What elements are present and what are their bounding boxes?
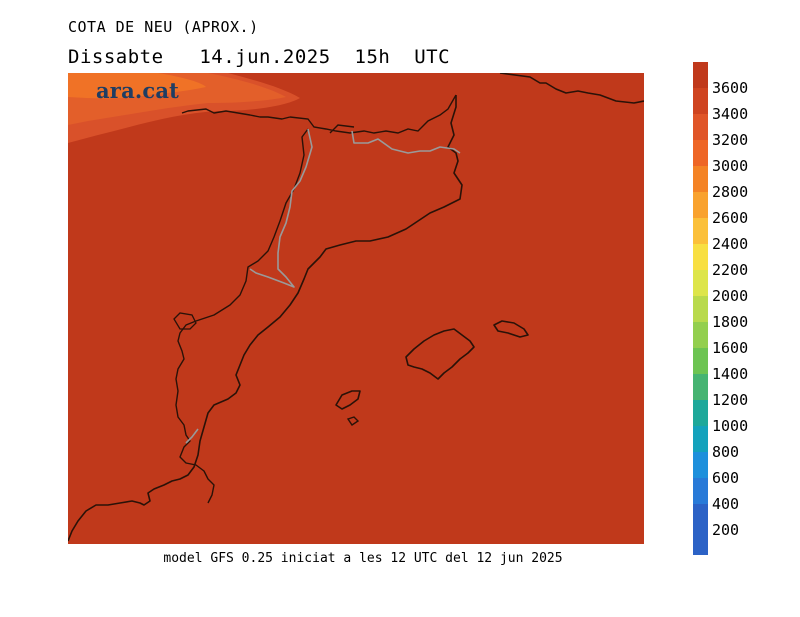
- colorbar-segment: [693, 244, 708, 270]
- colorbar-segment: [693, 166, 708, 192]
- model-caption: model GFS 0.25 iniciat a les 12 UTC del …: [163, 551, 563, 566]
- colorbar-segment: [693, 426, 708, 452]
- colorbar-segment: [693, 374, 708, 400]
- island-mallorca: [405, 328, 475, 380]
- colorbar-label: 1000: [712, 417, 749, 435]
- border-catalonia-aragon: [249, 128, 313, 288]
- colorbar-segment: [693, 270, 708, 296]
- colorbar-label: 3400: [712, 105, 749, 123]
- colorbar-segment: [693, 88, 708, 114]
- colorbar-segment: [693, 400, 708, 426]
- colorbar-segment: [693, 218, 708, 244]
- colorbar-label: 3200: [712, 131, 749, 149]
- colorbar-label: 2200: [712, 261, 749, 279]
- colorbar-segment: [693, 452, 708, 478]
- colorbar-segment: [693, 114, 708, 140]
- map-title: COTA DE NEU (APROX.): [68, 18, 259, 36]
- colorbar-segment: [693, 296, 708, 322]
- ara-cat-logo[interactable]: ara.cat: [96, 78, 180, 103]
- snow-level-map: [68, 73, 644, 544]
- border-south: [185, 428, 199, 444]
- inland-boundary: [175, 108, 309, 504]
- colorbar-label: 2600: [712, 209, 749, 227]
- border-andorra-france: [351, 130, 461, 154]
- colorbar-label: 200: [712, 521, 740, 539]
- colorbar-label: 1400: [712, 365, 749, 383]
- colorbar-segment: [693, 478, 708, 504]
- colorbar-label: 600: [712, 469, 740, 487]
- forecast-date: Dissabte 14.jun.2025 15h UTC: [68, 46, 451, 68]
- colorbar-label: 2400: [712, 235, 749, 253]
- colorbar-label: 2000: [712, 287, 749, 305]
- colorbar-segment: [693, 348, 708, 374]
- colorbar-label: 3600: [712, 79, 749, 97]
- inland-boundary-north: [289, 94, 457, 134]
- island-formentera: [346, 416, 360, 426]
- colorbar-segment: [693, 322, 708, 348]
- colorbar-label: 2800: [712, 183, 749, 201]
- colorbar-label: 1600: [712, 339, 749, 357]
- coastline-mainland: [68, 73, 644, 542]
- snow-level-colorbar: [693, 62, 708, 555]
- inland-small-enclave: [173, 312, 197, 330]
- island-ibiza: [335, 390, 361, 410]
- colorbar-label: 1800: [712, 313, 749, 331]
- colorbar-label: 1200: [712, 391, 749, 409]
- map-background: [68, 73, 644, 544]
- high-zone-inner: [68, 73, 206, 99]
- colorbar-label: 400: [712, 495, 740, 513]
- colorbar-segment: [693, 192, 708, 218]
- colorbar-segment: [693, 530, 708, 555]
- colorbar-segment: [693, 62, 708, 88]
- island-menorca: [493, 320, 529, 338]
- colorbar-segment: [693, 140, 708, 166]
- colorbar-label: 3000: [712, 157, 749, 175]
- colorbar-label: 800: [712, 443, 740, 461]
- colorbar-segment: [693, 504, 708, 530]
